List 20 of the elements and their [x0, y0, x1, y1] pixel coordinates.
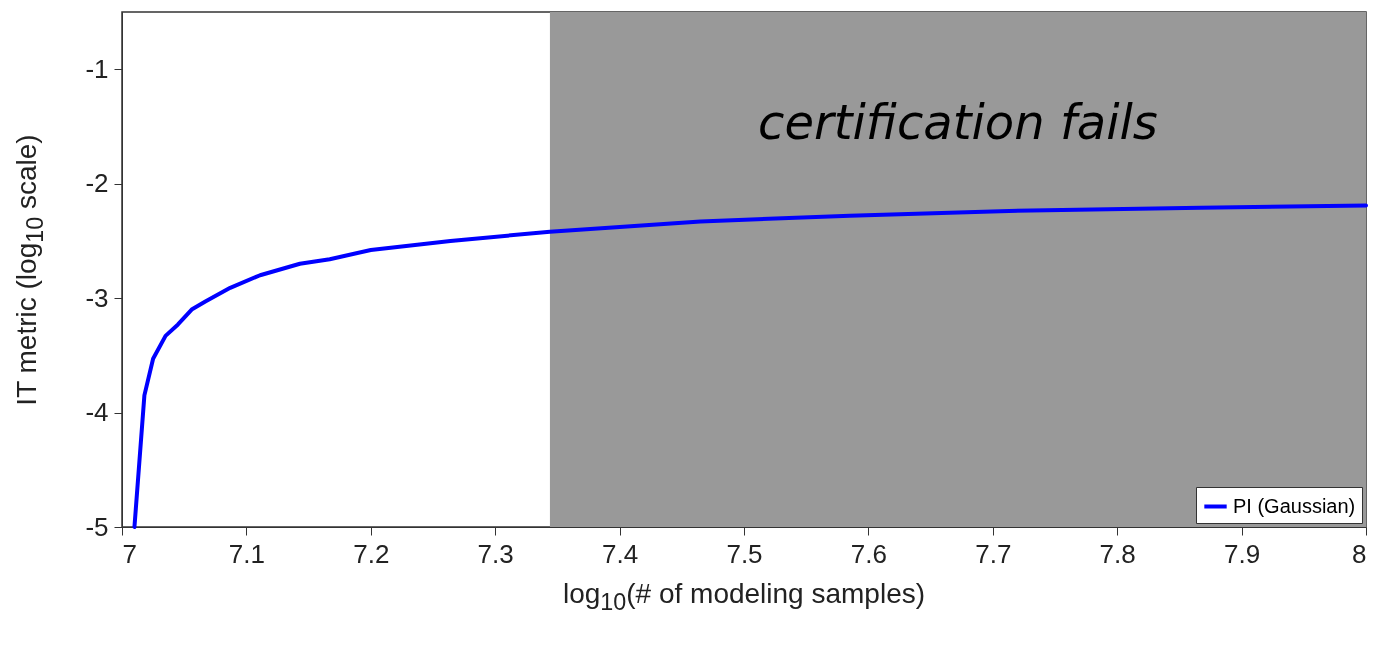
x-tick-label: 7.4 — [602, 538, 639, 569]
x-tick-label: 7.3 — [477, 538, 514, 569]
y-tick-label: -4 — [85, 397, 109, 428]
x-tick-label: 8 — [1352, 538, 1367, 569]
x-tick-label: 7 — [122, 538, 137, 569]
x-tick-label: 7.5 — [726, 538, 763, 569]
x-tick-label: 7.9 — [1224, 538, 1261, 569]
line-series — [132, 203, 1368, 529]
x-axis-title: log$_{10}$(# of modeling samples) — [562, 578, 926, 616]
legend-label: PI (Gaussian) — [1233, 494, 1356, 517]
y-tick-label: -2 — [85, 168, 109, 199]
x-tick-label: 7.8 — [1099, 538, 1136, 569]
band-label: certification fails — [758, 94, 1158, 151]
x-tick-label: 7.2 — [353, 538, 390, 569]
y-tick-label: -5 — [85, 511, 109, 542]
x-tick-label: 7.7 — [975, 538, 1012, 569]
y-tick-label: -1 — [85, 53, 109, 84]
x-tick-label: 7.1 — [228, 538, 265, 569]
y-tick-label: -3 — [85, 282, 109, 313]
x-tick-label: 7.6 — [850, 538, 887, 569]
